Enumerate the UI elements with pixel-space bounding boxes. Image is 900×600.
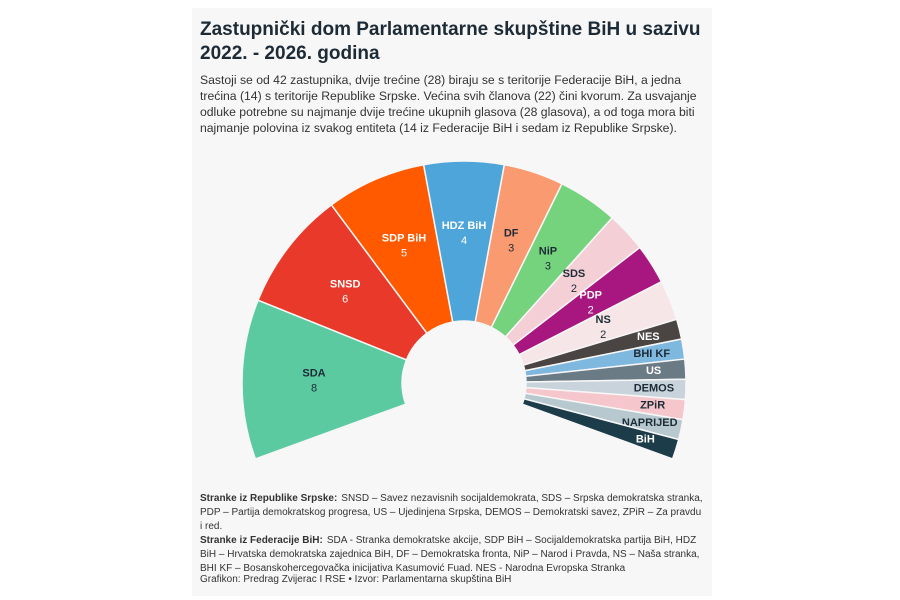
seat-segment [241, 299, 408, 460]
segment-label: US [646, 365, 661, 377]
card: Zastupnički dom Parlamentarne skupštine … [192, 8, 712, 596]
segment-label: HDZ BiH [442, 220, 487, 232]
segment-value: 8 [311, 382, 317, 394]
segment-value: 6 [342, 293, 348, 305]
segment-label: BHI KF [633, 348, 670, 360]
segment-label: ZPiR [640, 400, 665, 412]
segment-label: SDS [563, 268, 586, 280]
segment-label: BiH [636, 434, 655, 446]
segment-label: NAPRIJED [622, 417, 678, 429]
segment-label: SDP BiH [382, 232, 426, 244]
note-text: SDA - Stranka demokratske akcije, SDP Bi… [200, 535, 700, 574]
segment-value: 4 [461, 235, 467, 247]
segment-value: 2 [571, 283, 577, 295]
segment-label: SNSD [330, 278, 361, 290]
note-label: Stranke iz Republike Srpske: [200, 493, 338, 504]
segment-label: SDA [302, 367, 325, 379]
chart-subtitle: Sastoji se od 42 zastupnika, dvije treći… [200, 73, 697, 135]
segment-label: NiP [539, 246, 557, 258]
segment-label: NES [637, 331, 660, 343]
source: Grafikon: Predrag Zvijerac I RSE • Izvor… [200, 574, 512, 585]
note-text: SNSD – Savez nezavisnih socijaldemokrata… [200, 493, 703, 532]
seat-segment [521, 397, 680, 460]
chart-title: Zastupnički dom Parlamentarne skupštine … [200, 19, 701, 64]
note: Stranke iz Federacije BiH: SDA - Stranka … [200, 534, 705, 576]
note-label: Stranke iz Federacije BiH: [200, 535, 323, 546]
segment-value: 5 [401, 247, 407, 259]
segment-value: 2 [600, 329, 606, 341]
note: Stranke iz Republike Srpske: SNSD – Savez… [200, 492, 705, 534]
segment-label: NS [596, 314, 611, 326]
segment-value: 3 [508, 243, 514, 255]
notes: Stranke iz Republike Srpske: SNSD – Savez… [200, 492, 705, 576]
segment-value: 2 [588, 305, 594, 317]
segment-label: DF [504, 228, 519, 240]
segment-value: 3 [545, 261, 551, 273]
segment-label: DEMOS [634, 382, 674, 394]
segment-label: PDP [579, 290, 602, 302]
